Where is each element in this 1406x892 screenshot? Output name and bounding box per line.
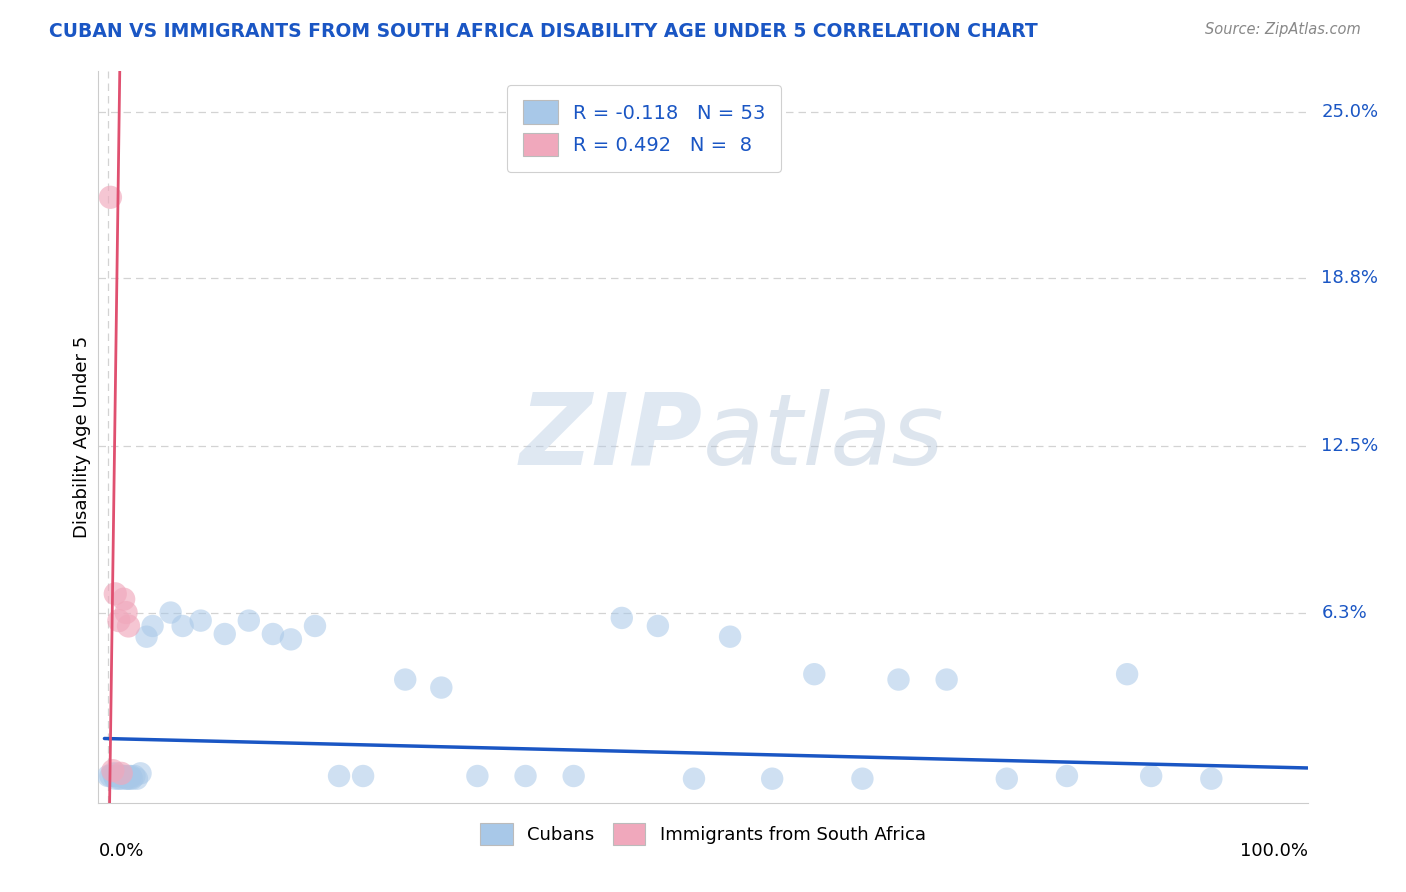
Point [467,769,489,783]
Point [135,630,157,644]
Point [935,673,957,687]
Text: 25.0%: 25.0% [1322,103,1379,120]
Legend: Cubans, Immigrants from South Africa: Cubans, Immigrants from South Africa [470,813,936,856]
Text: Source: ZipAtlas.com: Source: ZipAtlas.com [1205,22,1361,37]
Point [190,614,212,628]
Text: 6.3%: 6.3% [1322,604,1367,622]
Point [515,769,537,783]
Point [120,769,142,783]
Text: 12.5%: 12.5% [1322,437,1379,456]
Point [280,632,302,647]
Point [100,190,122,204]
Point [124,769,146,783]
Text: 100.0%: 100.0% [1240,842,1308,860]
Point [262,627,284,641]
Point [172,619,194,633]
Point [683,772,706,786]
Point [647,619,669,633]
Point [101,766,124,780]
Point [117,619,139,633]
Point [394,673,416,687]
Point [851,772,873,786]
Text: 0.0%: 0.0% [98,842,143,860]
Text: CUBAN VS IMMIGRANTS FROM SOUTH AFRICA DISABILITY AGE UNDER 5 CORRELATION CHART: CUBAN VS IMMIGRANTS FROM SOUTH AFRICA DI… [49,22,1038,41]
Point [108,772,131,786]
Point [430,681,453,695]
Point [352,769,374,783]
Point [129,766,152,780]
Point [105,766,128,780]
Point [100,769,122,783]
Point [97,769,120,783]
Point [142,619,165,633]
Point [1140,769,1163,783]
Point [110,766,132,780]
Point [761,772,783,786]
Point [238,614,260,628]
Point [111,769,134,783]
Point [610,611,633,625]
Point [115,772,138,786]
Point [118,772,141,786]
Point [995,772,1018,786]
Point [159,606,181,620]
Text: atlas: atlas [703,389,945,485]
Point [562,769,585,783]
Point [108,769,131,783]
Point [112,769,135,783]
Point [117,769,139,783]
Point [125,772,148,786]
Point [101,764,124,778]
Point [803,667,825,681]
Point [887,673,910,687]
Text: 18.8%: 18.8% [1322,268,1378,286]
Point [214,627,236,641]
Point [103,769,125,783]
Y-axis label: Disability Age Under 5: Disability Age Under 5 [73,336,91,538]
Point [107,769,129,783]
Point [108,614,131,628]
Point [328,769,350,783]
Point [121,772,143,786]
Point [104,772,127,786]
Point [115,606,138,620]
Point [117,772,139,786]
Point [304,619,326,633]
Point [110,772,132,786]
Text: ZIP: ZIP [520,389,703,485]
Point [112,592,135,607]
Point [1201,772,1223,786]
Point [718,630,741,644]
Point [1116,667,1139,681]
Point [104,587,127,601]
Point [114,769,136,783]
Point [1056,769,1078,783]
